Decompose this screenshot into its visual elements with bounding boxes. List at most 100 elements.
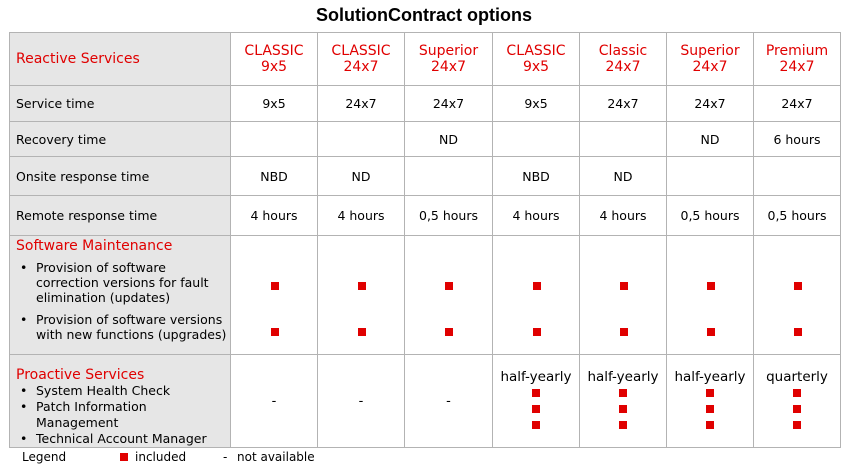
legend-not-available-label: not available — [237, 450, 315, 464]
included-icon — [793, 389, 801, 397]
table-cell — [579, 235, 667, 355]
legend-included-label: included — [135, 450, 187, 464]
software-maintenance-label-cell: Software Maintenance Provision of softwa… — [9, 235, 231, 355]
column-header-line2: 24x7 — [779, 59, 815, 75]
column-header-line2: 9x5 — [522, 59, 550, 75]
column-header: Premium 24x7 — [753, 32, 841, 86]
list-item: Patch Information Management — [20, 399, 230, 431]
table-cell: 4 hours — [579, 195, 667, 236]
list-item: Provision of software versions with new … — [20, 312, 230, 342]
table-cell — [753, 156, 841, 196]
legend-dash-symbol: - — [223, 450, 228, 464]
included-icon — [793, 405, 801, 413]
table-cell: 24x7 — [579, 85, 667, 122]
table-cell: 9x5 — [492, 85, 580, 122]
column-header-line1: Superior — [680, 43, 740, 59]
options-table: Reactive Services CLASSIC 9x5 CLASSIC 24x7… — [9, 32, 841, 448]
included-icon — [706, 405, 714, 413]
list-item: Technical Account Manager — [20, 431, 230, 447]
software-maintenance-row: Software Maintenance Provision of softwa… — [9, 235, 841, 355]
table-cell: 0,5 hours — [666, 195, 754, 236]
table-cell: ND — [666, 121, 754, 157]
included-icon — [793, 421, 801, 429]
table-cell: 4 hours — [230, 195, 318, 236]
table-cell: 6 hours — [753, 121, 841, 157]
column-header-line2: 24x7 — [605, 59, 641, 75]
reactive-services-label: Reactive Services — [16, 51, 140, 67]
column-header: Classic 24x7 — [579, 32, 667, 86]
table-cell: ND — [579, 156, 667, 196]
table-cell — [230, 121, 318, 157]
table-cell — [317, 235, 405, 355]
table-row: Remote response time 4 hours 4 hours 0,5… — [9, 195, 841, 236]
legend-label: Legend — [22, 450, 67, 464]
table-cell: 24x7 — [753, 85, 841, 122]
included-icon — [271, 328, 279, 336]
table-cell: ND — [404, 121, 493, 157]
table-cell: 9x5 — [230, 85, 318, 122]
table-cell — [579, 121, 667, 157]
included-icon — [619, 405, 627, 413]
column-header-line1: Classic — [598, 43, 648, 59]
column-header: Superior 24x7 — [666, 32, 754, 86]
column-header: CLASSIC 9x5 — [492, 32, 580, 86]
included-icon — [358, 328, 366, 336]
table-cell: half-yearly — [666, 354, 754, 448]
not-available-value: - — [446, 394, 451, 409]
included-icon — [532, 389, 540, 397]
table-cell — [317, 121, 405, 157]
frequency-label: quarterly — [766, 369, 828, 385]
column-header: Superior 24x7 — [404, 32, 493, 86]
proactive-services-label-cell: Proactive Services System Health Check P… — [9, 354, 231, 448]
table-cell — [230, 235, 318, 355]
included-icon — [706, 389, 714, 397]
column-header: CLASSIC 24x7 — [317, 32, 405, 86]
column-header-line2: 24x7 — [692, 59, 728, 75]
table-cell — [404, 156, 493, 196]
table-cell — [666, 156, 754, 196]
list-item: System Health Check — [20, 383, 230, 399]
included-icon — [707, 328, 715, 336]
included-icon — [707, 282, 715, 290]
table-cell: 0,5 hours — [753, 195, 841, 236]
software-maintenance-title: Software Maintenance — [16, 238, 173, 254]
table-cell: 0,5 hours — [404, 195, 493, 236]
included-icon — [619, 421, 627, 429]
table-cell: 24x7 — [666, 85, 754, 122]
table-cell: NBD — [230, 156, 318, 196]
proactive-services-title: Proactive Services — [16, 367, 145, 383]
table-cell — [404, 235, 493, 355]
column-header-line1: CLASSIC — [506, 43, 566, 59]
table-cell: half-yearly — [492, 354, 580, 448]
row-label: Recovery time — [9, 121, 231, 157]
column-header-line2: 9x5 — [260, 59, 288, 75]
included-icon — [532, 421, 540, 429]
proactive-services-row: Proactive Services System Health Check P… — [9, 354, 841, 448]
frequency-label: half-yearly — [587, 369, 659, 385]
included-icon — [794, 282, 802, 290]
table-cell — [492, 235, 580, 355]
column-header-line2: 24x7 — [430, 59, 466, 75]
table-cell: 4 hours — [317, 195, 405, 236]
table-cell: quarterly — [753, 354, 841, 448]
included-icon — [620, 328, 628, 336]
not-available-value: - — [358, 394, 364, 409]
header-label-cell: Reactive Services — [9, 32, 231, 86]
not-available-value: - — [271, 394, 277, 409]
table-cell: 4 hours — [492, 195, 580, 236]
included-icon — [271, 282, 279, 290]
included-icon — [706, 421, 714, 429]
column-header-line2: 24x7 — [343, 59, 379, 75]
row-label: Remote response time — [9, 195, 231, 236]
table-cell — [492, 121, 580, 157]
frequency-label: half-yearly — [500, 369, 572, 385]
table-cell: - — [404, 354, 493, 448]
column-header: CLASSIC 9x5 — [230, 32, 318, 86]
proactive-services-list: System Health Check Patch Information Ma… — [16, 383, 230, 447]
included-icon — [533, 282, 541, 290]
column-header-line1: Superior — [418, 43, 479, 59]
table-cell: 24x7 — [317, 85, 405, 122]
included-icon — [120, 453, 128, 461]
included-icon — [445, 282, 453, 290]
included-icon — [532, 405, 540, 413]
